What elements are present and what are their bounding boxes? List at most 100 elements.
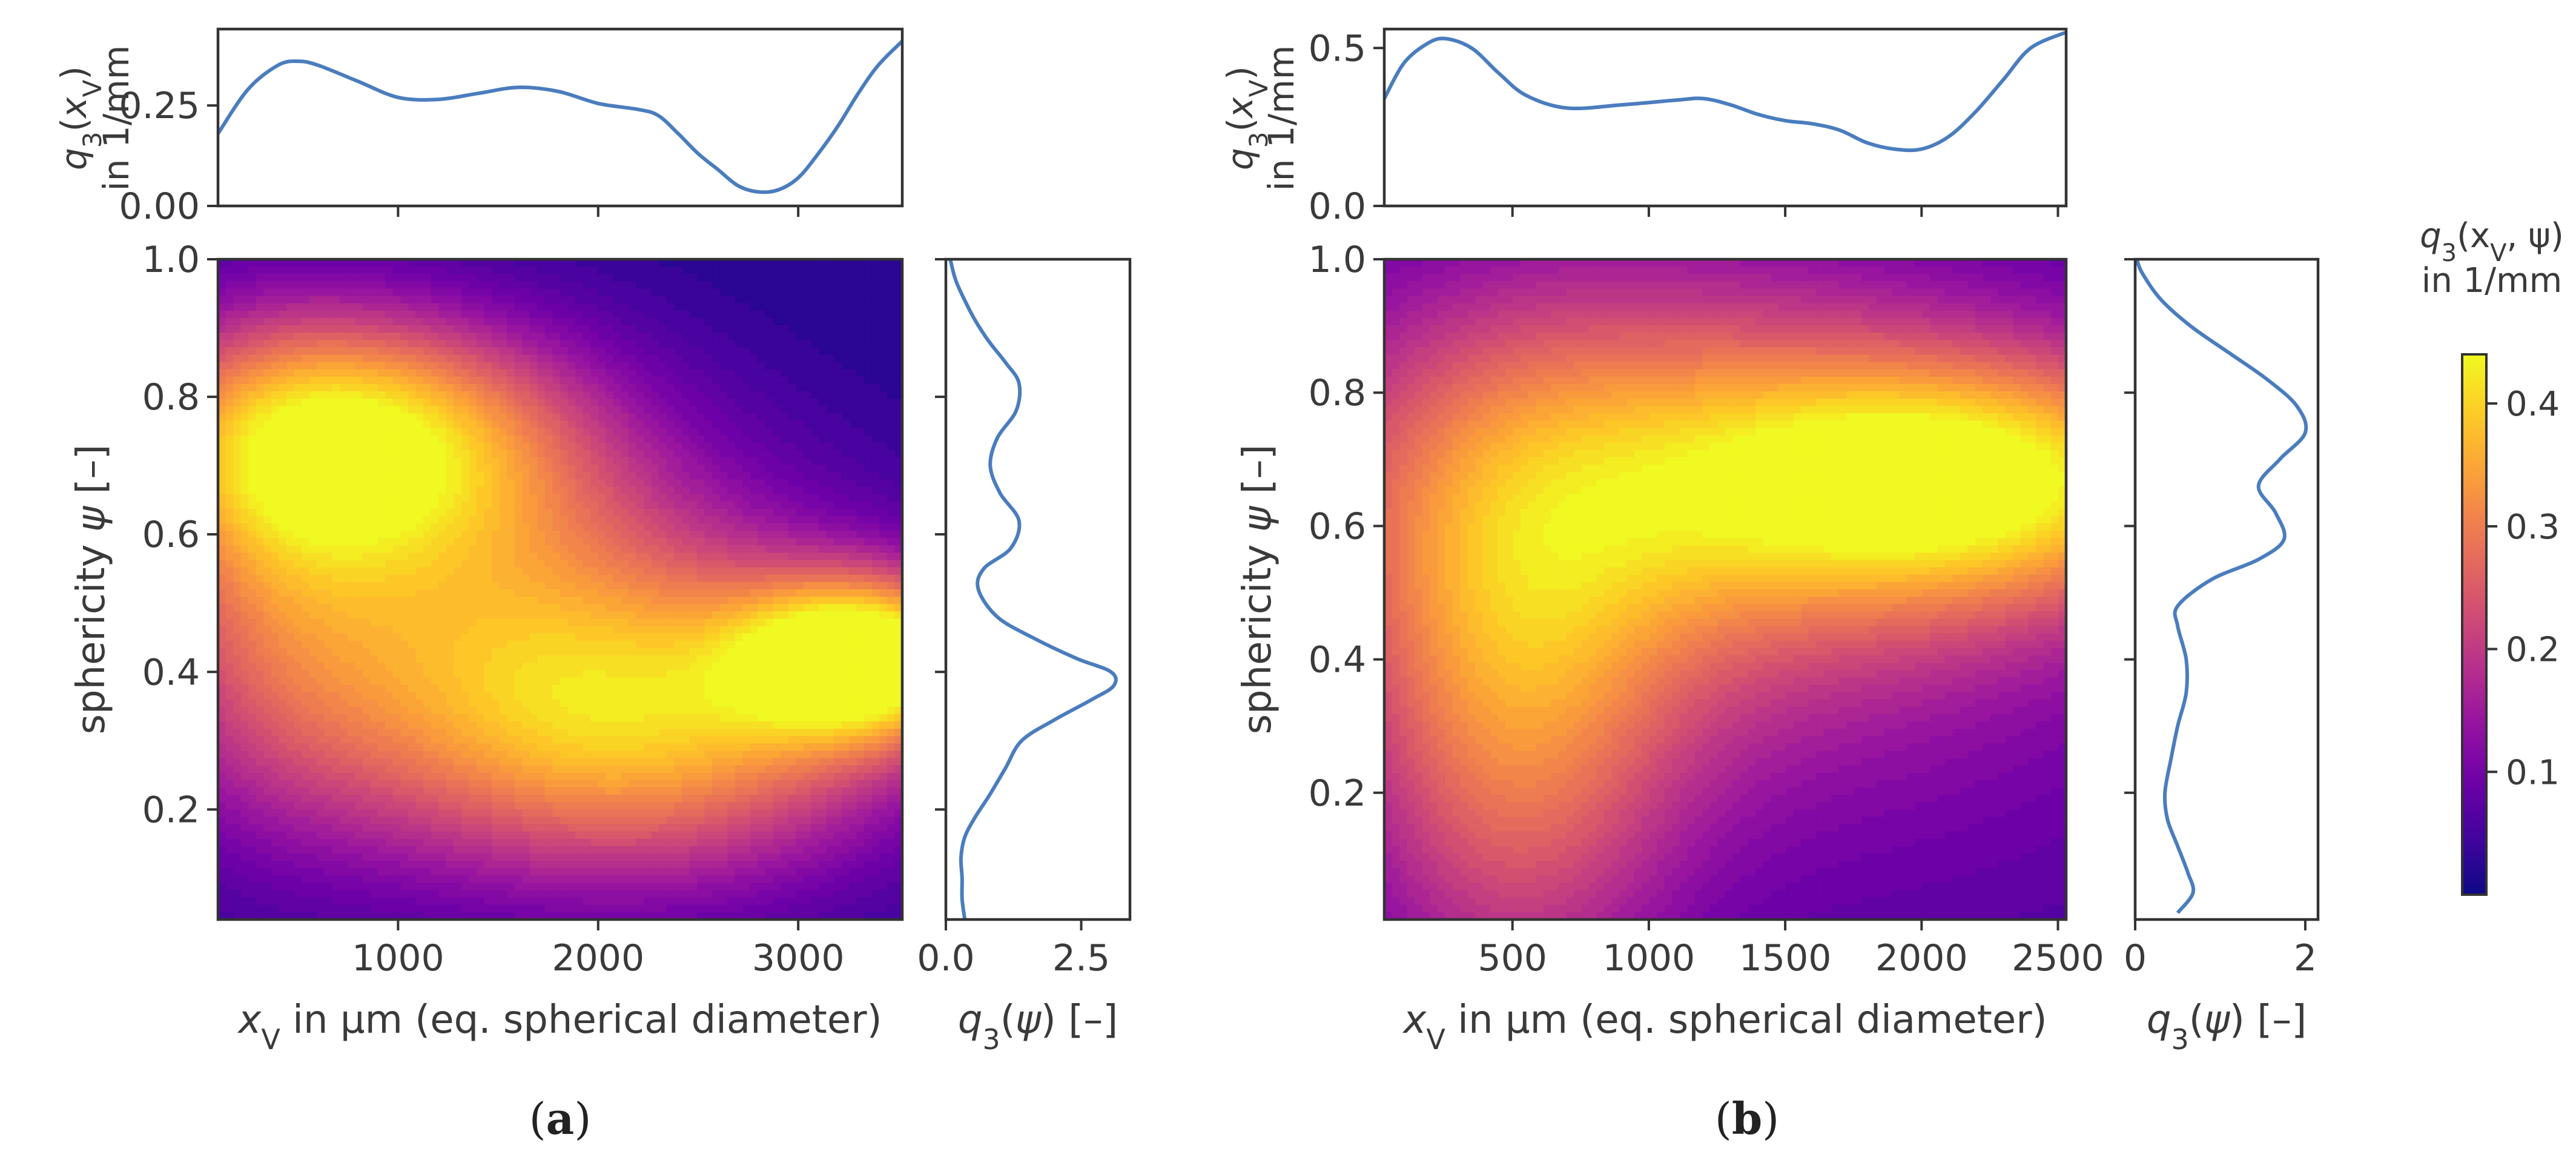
heatmap-cell [803,479,812,488]
heatmap-cell [484,655,492,663]
heatmap-cell [788,597,797,605]
heatmap-cell [347,333,355,341]
heatmap-cell [575,501,584,509]
heatmap-cell [400,449,409,458]
heatmap-cell [773,399,781,407]
heatmap-cell [461,383,470,392]
heatmap-cell [621,531,629,539]
heatmap-cell [302,648,310,656]
heatmap-cell [781,545,789,554]
heatmap-cell [218,449,226,458]
heatmap-cell [317,465,325,473]
heatmap-cell [271,281,280,290]
heatmap-cell [370,325,378,333]
heatmap-cell [355,494,363,502]
heatmap-cell [856,296,865,304]
heatmap-cell [294,457,302,465]
heatmap-cell [537,281,546,290]
heatmap-cell [681,340,690,348]
heatmap-cell [697,413,705,422]
heatmap-cell [704,567,713,575]
heatmap-cell [849,552,857,561]
heatmap-cell [248,523,257,531]
heatmap-cell [385,428,394,436]
heatmap-cell [735,376,744,385]
heatmap-cell [309,281,318,290]
heatmap-cell [629,633,637,641]
heatmap-cell [606,317,614,326]
heatmap-cell [735,325,744,333]
heatmap-cell [362,501,371,509]
heatmap-cell [492,310,500,319]
heatmap-cell [362,383,371,392]
heatmap-cell [339,333,348,341]
heatmap-cell [879,589,888,597]
heatmap-cell [476,413,485,422]
heatmap-cell [309,618,318,627]
heatmap-cell [529,383,538,392]
heatmap-cell [507,413,515,422]
heatmap-cell [887,560,896,568]
heatmap-cell [362,655,371,663]
heatmap-cell [651,574,660,583]
heatmap-cell [697,442,705,451]
heatmap-cell [355,523,363,531]
heatmap-cell [849,479,857,488]
heatmap-cell [552,633,561,641]
heatmap-cell [765,611,774,620]
heatmap-cell [871,531,880,539]
heatmap-cell [894,508,903,517]
heatmap-cell [659,296,667,304]
heatmap-cell [309,383,318,392]
heatmap-cell [856,288,865,297]
heatmap-cell [704,310,713,319]
heatmap-cell [712,618,721,627]
heatmap-cell [339,560,348,568]
heatmap-cell [248,274,257,282]
heatmap-cell [849,317,857,326]
heatmap-cell [537,413,546,422]
heatmap-cell [781,325,789,333]
heatmap-cell [864,515,873,524]
heatmap-cell [735,399,744,407]
heatmap-cell [499,340,507,348]
heatmap-cell [423,406,432,414]
heatmap-cell [841,648,850,656]
heatmap-cell [560,259,569,267]
heatmap-cell [773,267,781,275]
heatmap-cell [818,413,827,422]
heatmap-cell [590,472,599,480]
heatmap-cell [834,648,842,656]
heatmap-cell [286,267,295,275]
heatmap-cell [302,442,310,451]
heatmap-cell [575,383,584,392]
heatmap-cell [704,574,713,583]
heatmap-cell [347,501,355,509]
heatmap-cell [332,604,340,612]
heatmap-cell [735,515,744,524]
heatmap-cell [781,340,789,348]
heatmap-cell [849,538,857,546]
heatmap-cell [803,508,812,517]
heatmap-cell [636,435,644,443]
heatmap-cell [507,545,515,554]
heatmap-cell [248,501,257,509]
heatmap-cell [294,406,302,414]
heatmap-cell [788,655,797,663]
heatmap-cell [317,655,325,663]
heatmap-cell [834,376,842,385]
heatmap-cell [621,494,629,502]
heatmap-cell [651,406,660,414]
heatmap-cell [856,420,865,429]
heatmap-cell [408,259,417,267]
heatmap-cell [681,457,690,465]
heatmap-cell [689,296,698,304]
heatmap-cell [446,347,455,356]
heatmap-cell [529,479,538,488]
heatmap-cell [735,303,744,311]
heatmap-cell [742,531,751,539]
heatmap-cell [674,501,682,509]
heatmap-cell [339,465,348,473]
heatmap-cell [431,508,439,517]
heatmap-cell [796,288,804,297]
